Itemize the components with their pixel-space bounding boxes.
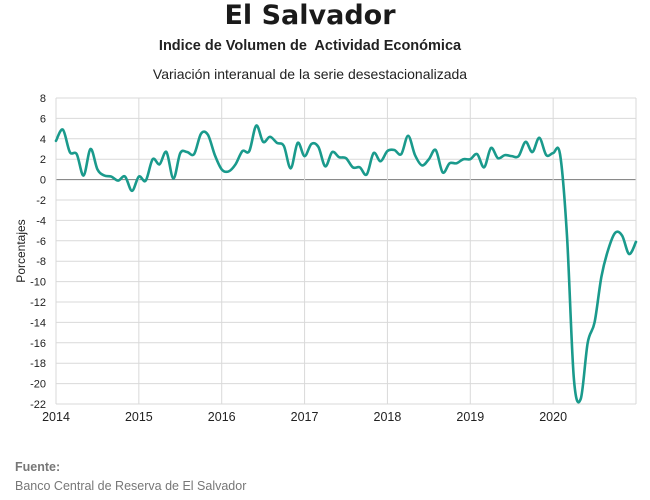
y-tick-label: -16: [30, 338, 46, 350]
series-line: [54, 124, 638, 404]
x-tick-label: 2017: [291, 410, 319, 424]
source-label: Fuente:: [15, 460, 61, 474]
y-tick-label: -8: [36, 256, 46, 268]
x-tick-label: 2018: [374, 410, 402, 424]
x-tick-label: 2020: [539, 410, 567, 424]
chart-title: El Salvador: [224, 0, 396, 31]
y-tick-label: -12: [30, 297, 46, 309]
x-tick-label: 2019: [456, 410, 484, 424]
y-tick-label: -6: [36, 236, 46, 248]
y-tick-label: -18: [30, 358, 46, 370]
x-tick-label: 2016: [208, 410, 236, 424]
y-tick-label: -14: [30, 317, 46, 329]
y-tick-label: -20: [30, 379, 46, 391]
x-tick-label: 2014: [42, 410, 70, 424]
chart-note: Variación interanual de la serie desesta…: [152, 66, 468, 82]
chart-subtitle: Indice de Volumen de Actividad Económica: [158, 38, 462, 54]
y-tick-label: 8: [40, 93, 46, 105]
y-tick-label: -22: [30, 399, 46, 411]
y-tick-label: 2: [40, 154, 46, 166]
y-tick-label: 0: [40, 175, 46, 187]
y-tick-label: -2: [36, 195, 46, 207]
y-tick-label: 4: [40, 134, 46, 146]
y-tick-label: -4: [36, 215, 46, 227]
y-tick-label: 6: [40, 113, 46, 125]
source-text: Banco Central de Reserva de El Salvador: [15, 479, 247, 493]
y-tick-label: -10: [30, 277, 46, 289]
x-tick-label: 2015: [125, 410, 153, 424]
y-axis-label: Porcentajes: [14, 219, 28, 282]
